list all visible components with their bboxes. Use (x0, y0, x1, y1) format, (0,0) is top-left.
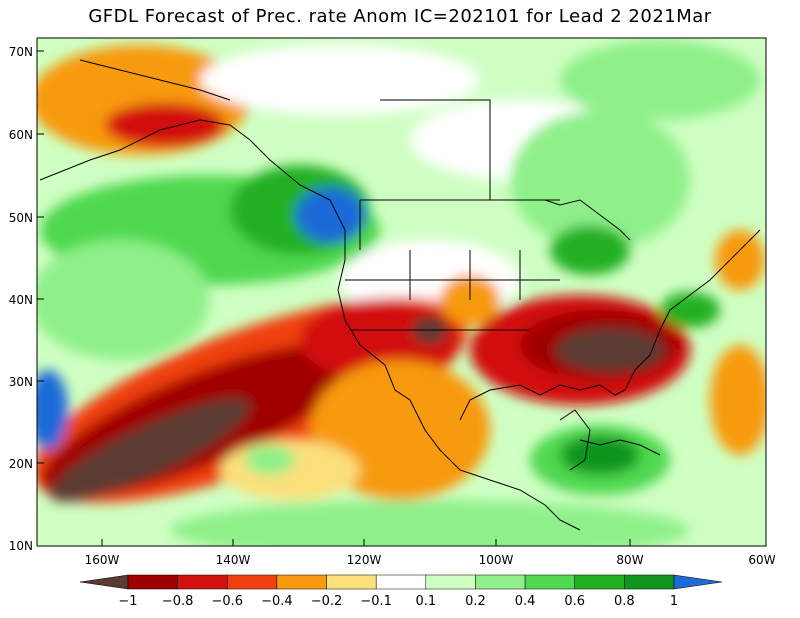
colorbar-label: −0.6 (211, 594, 243, 609)
colorbar-label: 0.1 (415, 594, 436, 609)
lat-label: 50N (9, 211, 33, 225)
lat-label: 20N (9, 457, 33, 471)
lon-label: 80W (616, 553, 643, 567)
colorbar-label: −0.8 (162, 594, 194, 609)
colorbar-swatch (524, 574, 575, 590)
colorbar-swatch (475, 574, 526, 590)
lat-label: 40N (9, 293, 33, 307)
colorbar-label: 0.2 (465, 594, 486, 609)
colorbar: −1 −0.8 −0.6 −0.4 −0.2 −0.1 0.1 0.2 0.4 0.6 0.8 1 (79, 574, 723, 609)
colorbar-label: 0.4 (515, 594, 536, 609)
map-frame (36, 37, 767, 547)
map-grid-ticks (37, 50, 631, 546)
lat-label: 30N (9, 375, 33, 389)
lat-label: 70N (9, 45, 33, 59)
colorbar-label: 1 (670, 594, 678, 609)
colorbar-label: −0.2 (311, 594, 343, 609)
colorbar-label: 0.8 (614, 594, 635, 609)
colorbar-swatch (375, 574, 427, 590)
colorbar-label: −0.1 (360, 594, 392, 609)
longitude-labels: 160W 140W 120W 100W 80W 60W (85, 553, 776, 567)
colorbar-swatch (276, 574, 327, 590)
colorbar-swatch (425, 574, 476, 590)
colorbar-low-arrow (79, 574, 129, 590)
coastlines (39, 59, 761, 531)
colorbar-label: −1 (118, 594, 137, 609)
colorbar-label: 0.6 (564, 594, 585, 609)
lon-label: 160W (85, 553, 120, 567)
colorbar-swatch (227, 574, 278, 590)
lat-label: 60N (9, 128, 33, 142)
anomaly-field (37, 38, 766, 546)
colorbar-swatch (177, 574, 228, 590)
colorbar-swatch (624, 574, 675, 590)
colorbar-swatch (127, 574, 178, 590)
lon-label: 140W (216, 553, 251, 567)
colorbar-swatch (574, 574, 625, 590)
colorbar-label: −0.4 (261, 594, 293, 609)
lon-label: 120W (347, 553, 382, 567)
lon-label: 60W (748, 553, 775, 567)
colorbar-high-arrow (673, 574, 723, 590)
colorbar-swatch (326, 574, 377, 590)
lon-label: 100W (479, 553, 514, 567)
lat-label: 10N (9, 539, 33, 553)
latitude-labels: 70N 60N 50N 40N 30N 20N 10N (9, 45, 33, 553)
map-title: GFDL Forecast of Prec. rate Anom IC=2021… (88, 6, 712, 27)
